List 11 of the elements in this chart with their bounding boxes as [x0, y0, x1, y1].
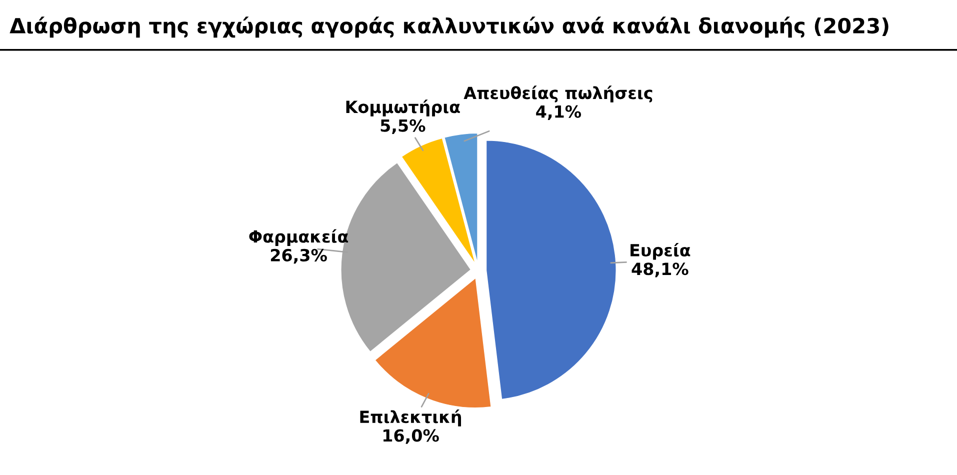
- slice-label: Ευρεία: [630, 242, 690, 260]
- data-label: 4,1%: [536, 105, 582, 120]
- slice-label: Κομμωτήρια: [346, 100, 460, 116]
- slice-label: Φαρμακεία: [249, 229, 348, 246]
- data-label: 48,1%: [632, 262, 688, 278]
- chart-title: Διάρθρωση της εγχώριας αγοράς καλλυντικών ανά κανάλι διανομής (2023): [10, 16, 888, 38]
- data-label: 26,3%: [270, 248, 327, 264]
- slice-label: Επιλεκτική: [360, 410, 462, 426]
- data-label: 5,5%: [380, 119, 426, 134]
- slice-label: Απευθείας πωλήσεις: [464, 86, 652, 102]
- data-label: 16,0%: [383, 429, 439, 444]
